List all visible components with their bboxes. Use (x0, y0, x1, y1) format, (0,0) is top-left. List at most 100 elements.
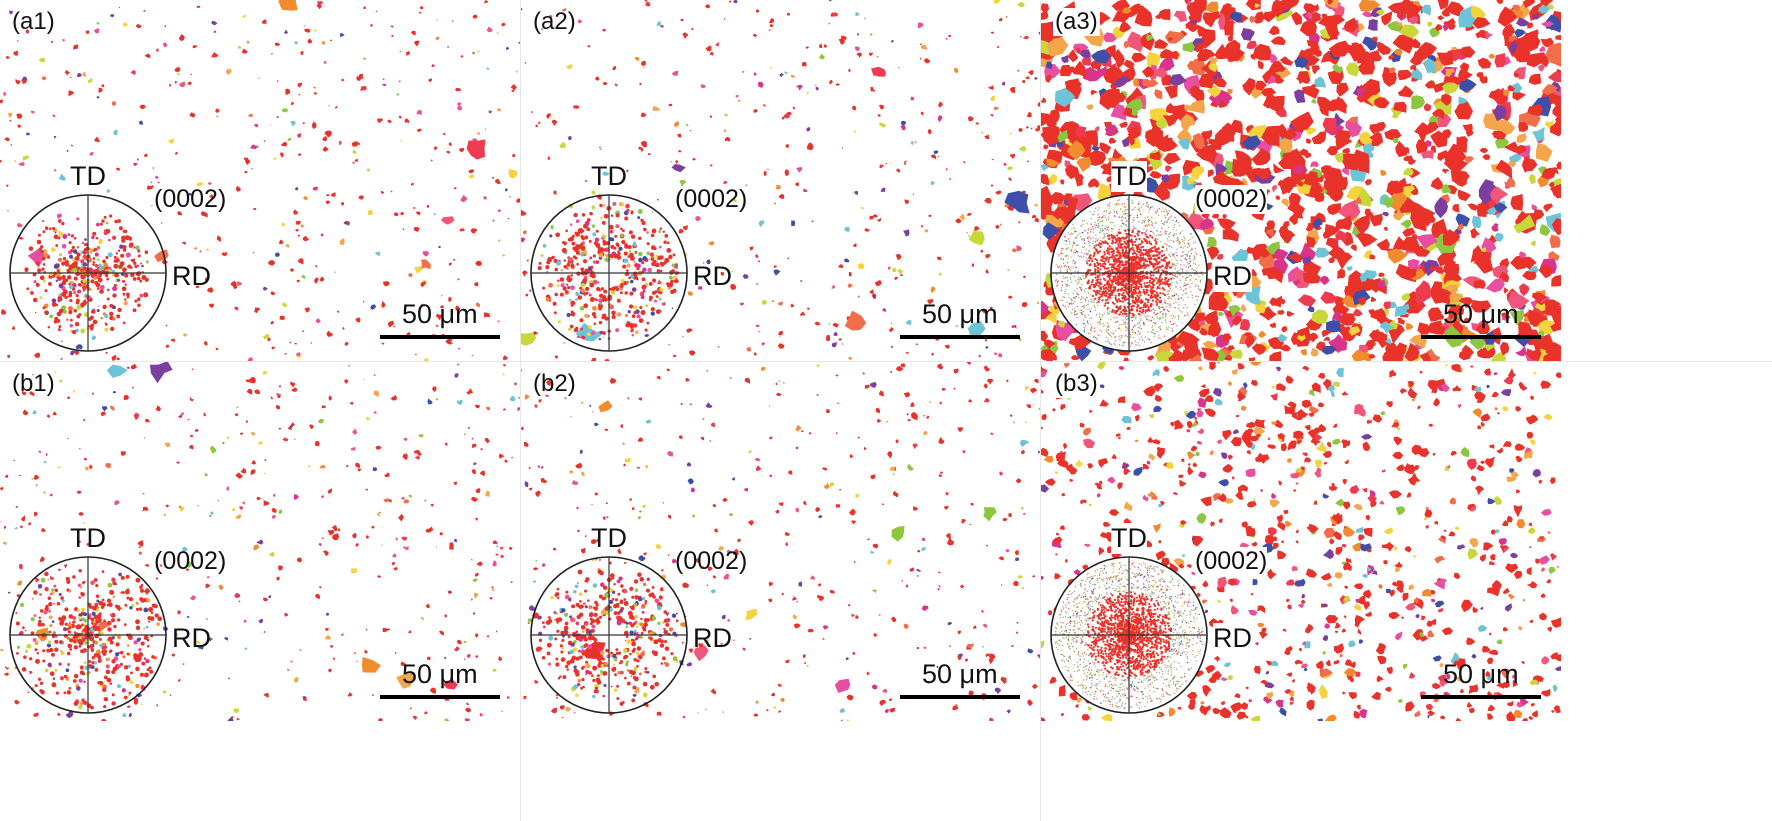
pole-point (575, 326, 579, 330)
pole-point (1196, 270, 1198, 273)
grain (920, 43, 922, 46)
pole-point (1162, 315, 1164, 317)
grain (1154, 89, 1163, 100)
pole-point (616, 312, 621, 317)
pole-point (1113, 209, 1115, 211)
pole-point (1113, 263, 1116, 266)
pole-point (668, 286, 671, 290)
pole-point (1181, 311, 1183, 313)
grain (11, 325, 16, 330)
grain (1405, 322, 1414, 331)
pole-point (629, 322, 634, 328)
pole-point (33, 280, 37, 284)
grain (1352, 289, 1371, 305)
pole-point (68, 284, 74, 290)
pole-point (1060, 252, 1062, 254)
grain (944, 344, 950, 349)
pole-point (1101, 299, 1104, 302)
grain (1362, 141, 1375, 156)
grain (1004, 190, 1030, 214)
pole-point (1164, 215, 1166, 217)
grain (68, 90, 75, 97)
grain (396, 93, 400, 96)
pole-point (1130, 289, 1133, 293)
pole-point (1183, 282, 1186, 284)
pole-point (1157, 337, 1160, 339)
pole-point (540, 253, 544, 257)
grain (1272, 185, 1278, 193)
grain (680, 18, 684, 22)
pole-point (1189, 260, 1192, 263)
grain (1051, 355, 1058, 361)
grain (549, 14, 553, 18)
pole-point (1182, 247, 1184, 249)
pole-point (1074, 251, 1076, 253)
grain (773, 265, 778, 269)
grain (1398, 12, 1405, 18)
pole-point (1072, 233, 1074, 235)
grain (435, 313, 443, 321)
pole-point (1084, 316, 1086, 318)
pole-point (637, 209, 643, 214)
grain (151, 205, 153, 207)
grain (920, 225, 924, 228)
pole-point (655, 295, 659, 298)
pole-point (1114, 336, 1117, 338)
grain (73, 44, 79, 50)
grain (1287, 201, 1305, 217)
grain (890, 345, 893, 349)
pole-point (1113, 316, 1115, 319)
pole-point (101, 219, 105, 223)
grain (484, 128, 487, 130)
pole-point (1075, 244, 1078, 247)
grain (283, 29, 289, 34)
pole-point (1138, 322, 1140, 324)
grain (1070, 355, 1081, 360)
pole-point (668, 254, 673, 260)
pole-point (1157, 312, 1159, 315)
pole-point (1107, 225, 1109, 228)
grain (851, 105, 857, 111)
grain (362, 57, 366, 60)
pole-point (1176, 229, 1178, 231)
pole-point (598, 303, 604, 309)
grain (130, 70, 136, 75)
grain (1294, 56, 1309, 68)
grain (297, 234, 301, 237)
pole-point (1135, 227, 1137, 230)
pole-point (1126, 215, 1129, 217)
grain (17, 40, 19, 42)
pole-point (1138, 201, 1140, 203)
pole-point (1098, 290, 1101, 293)
grain (633, 261, 636, 263)
pole-point (1142, 219, 1144, 222)
pole-point (1147, 206, 1149, 208)
pole-point (96, 222, 100, 227)
grain (1494, 53, 1506, 68)
pole-point (1095, 314, 1098, 316)
grain (1123, 59, 1135, 70)
pole-point (66, 295, 69, 298)
grain (953, 67, 959, 74)
grain (725, 136, 731, 142)
pole-point (1153, 332, 1155, 335)
grain (1321, 329, 1332, 338)
pole-point (1124, 209, 1126, 211)
grain (837, 264, 844, 269)
pole-point (1057, 253, 1059, 256)
grain (776, 184, 782, 190)
grain (483, 312, 490, 318)
grain (1507, 23, 1513, 30)
grain (451, 20, 454, 22)
grain (838, 338, 842, 341)
pole-point (552, 301, 557, 306)
grain (1153, 67, 1168, 79)
grain (1528, 73, 1542, 85)
pole-point (139, 279, 143, 283)
grain (1041, 97, 1047, 103)
pole-point (1166, 245, 1168, 247)
pole-point (1159, 306, 1162, 308)
pole-point (98, 239, 103, 245)
pole-point (1095, 293, 1098, 296)
pole-point (71, 262, 76, 267)
